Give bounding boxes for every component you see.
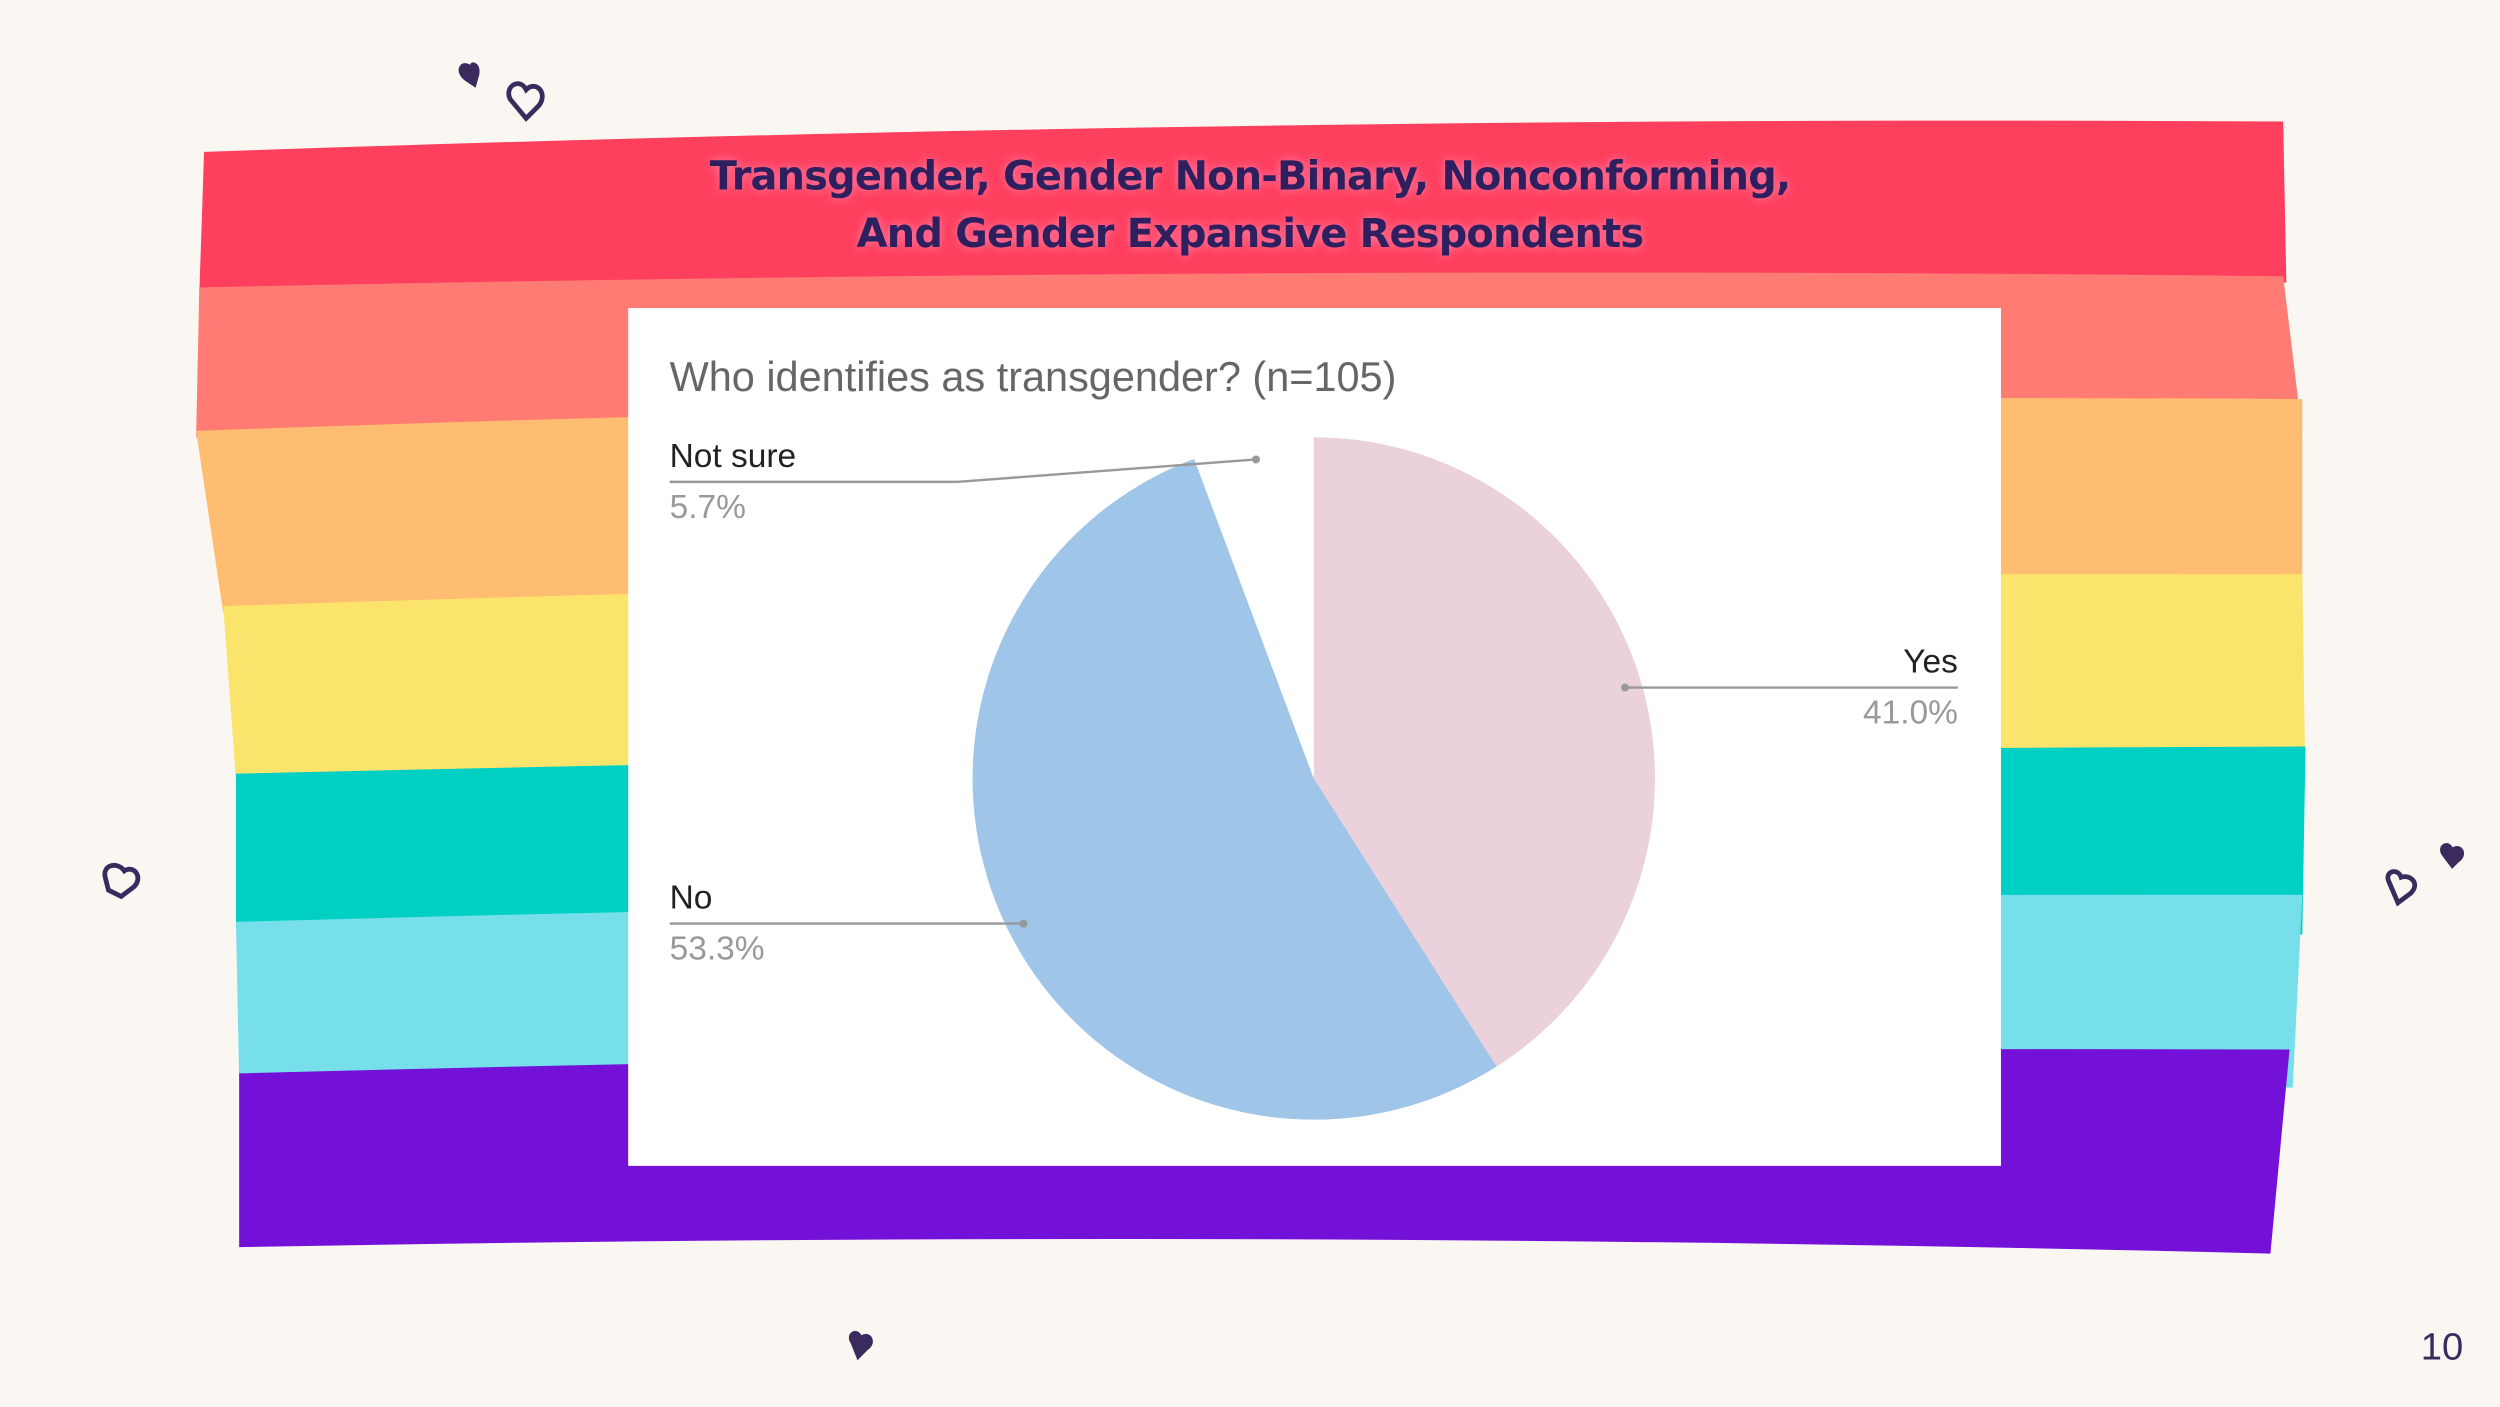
heart — [102, 862, 141, 900]
pie-slice — [1194, 437, 1314, 779]
value-label: 53.3% — [670, 930, 765, 967]
pie-slice — [972, 458, 1497, 1120]
leader-dot — [1621, 683, 1630, 692]
leader-dot — [1019, 919, 1028, 928]
slide-heading: Transgender, Gender Non-Binary, Nonconfo… — [710, 153, 1791, 256]
heart — [506, 81, 545, 122]
pie-slice — [1313, 437, 1655, 1067]
heading-line: Transgender, Gender Non-Binary, Nonconfo… — [710, 153, 1791, 199]
page-number: 10 — [2421, 1325, 2464, 1368]
slice-label: No — [670, 879, 713, 916]
leader-dot — [1252, 455, 1261, 464]
stripe — [199, 120, 2287, 294]
heart — [2440, 843, 2465, 869]
heart — [848, 1330, 873, 1361]
slice-label: Not sure — [670, 438, 797, 475]
chart-title: Who identifies as transgender? (n=105) — [670, 353, 1397, 400]
heart — [458, 62, 480, 88]
slice-label: Yes — [1903, 643, 1958, 680]
decorations — [102, 62, 2465, 1361]
leader-line — [669, 458, 1257, 484]
heart — [2385, 869, 2417, 907]
value-label: 5.7% — [670, 489, 746, 526]
pie-chart: Yes 41.0% No 53.3% Not sure 5.7% — [669, 437, 1958, 1120]
value-label: 41.0% — [1863, 695, 1958, 732]
heading-line: And Gender Expansive Respondents — [857, 211, 1644, 257]
